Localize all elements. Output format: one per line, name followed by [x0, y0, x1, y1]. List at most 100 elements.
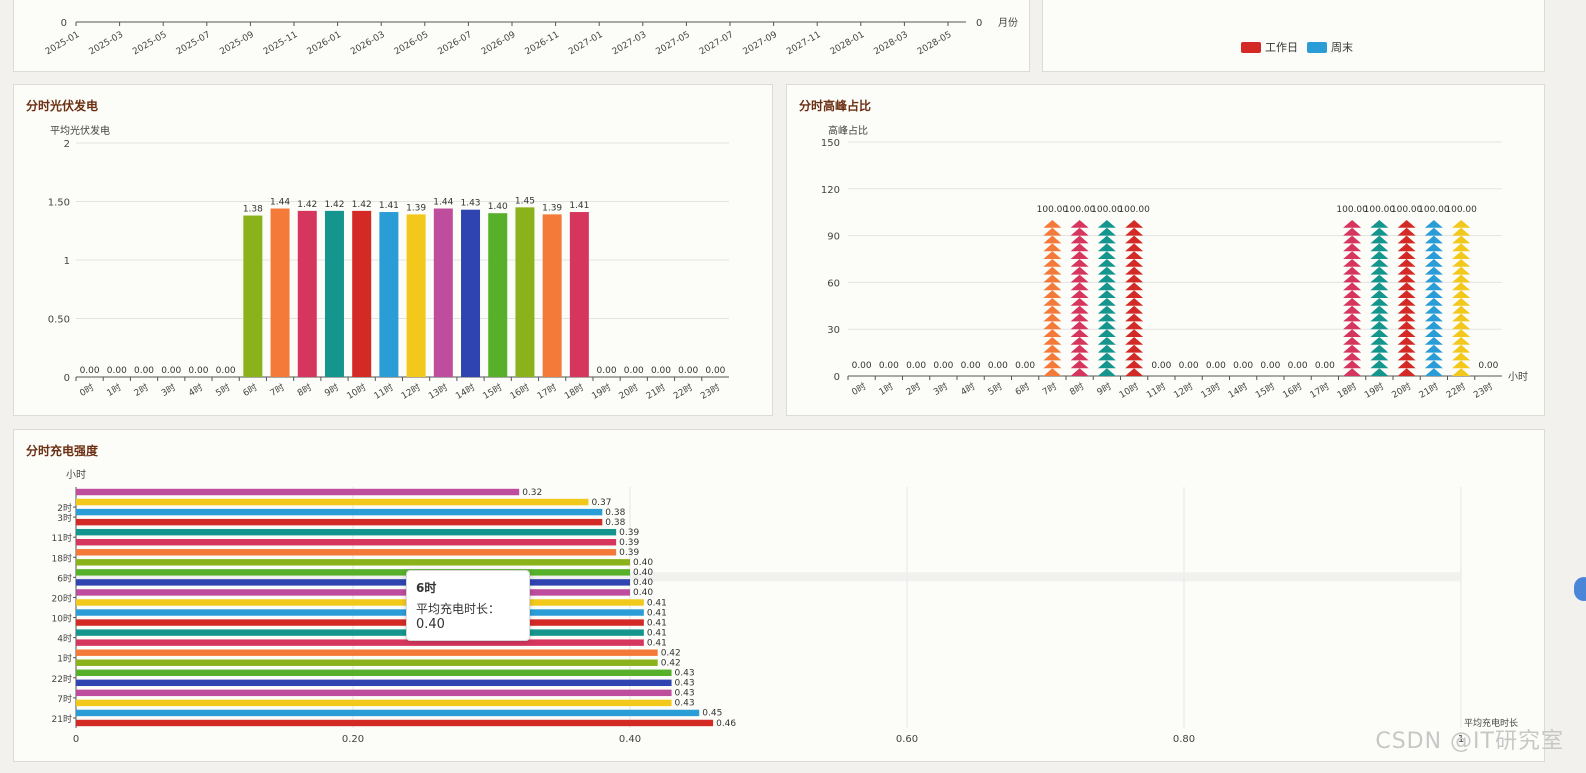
x-tick-label: 2027-09 — [742, 30, 780, 58]
pv-bar-value: 0.00 — [624, 366, 644, 376]
x-tick-label: 1 — [1458, 734, 1464, 745]
x-tick-label: 2025-01 — [44, 30, 82, 57]
peak-bar-value: 100.00 — [1064, 205, 1096, 215]
peak-bar-value: 0.00 — [1206, 361, 1226, 371]
peak-triangle — [1070, 274, 1089, 283]
peak-triangle — [1097, 360, 1116, 369]
peak-triangle — [1043, 352, 1062, 361]
peak-triangle — [1370, 352, 1389, 361]
y-tick-label: 90 — [827, 232, 840, 243]
peak-triangle — [1452, 220, 1471, 228]
x-tick-label: 19时 — [1362, 380, 1386, 401]
peak-triangle — [1343, 259, 1362, 267]
charge-bar — [76, 609, 644, 616]
peak-triangle — [1370, 305, 1389, 314]
peak-triangle — [1043, 243, 1062, 252]
peak-bar-value: 0.00 — [1151, 361, 1171, 371]
peak-triangle — [1125, 220, 1144, 228]
side-float-button[interactable] — [1574, 577, 1586, 601]
y-tick-label: 1时 — [57, 653, 72, 665]
hover-highlight — [76, 572, 1461, 582]
peak-triangle — [1343, 313, 1362, 322]
y-tick-label-right: 0 — [976, 18, 982, 29]
pv-bar-value: 0.00 — [80, 366, 100, 376]
peak-bar-value: 100.00 — [1091, 205, 1123, 215]
pv-bar-value: 1.41 — [569, 201, 589, 211]
peak-triangle — [1370, 274, 1389, 283]
x-tick-label: 8时 — [1067, 380, 1086, 398]
peak-triangle — [1370, 282, 1389, 291]
x-tick-label: 18时 — [562, 381, 586, 402]
charge-bar — [76, 508, 603, 516]
peak-triangle — [1424, 305, 1443, 314]
y-tick-label: 0 — [834, 372, 840, 383]
tooltip-title: 6时 — [416, 581, 437, 595]
peak-triangle — [1370, 360, 1389, 369]
charge-bar — [76, 518, 603, 526]
peak-triangle — [1097, 251, 1116, 259]
peak-triangle — [1424, 321, 1443, 330]
x-tick-label: 18时 — [1335, 380, 1359, 401]
x-tick-label: 21时 — [1417, 380, 1441, 401]
charge-bar — [76, 629, 644, 636]
pv-bar-value: 1.41 — [379, 201, 399, 211]
charge-bar — [76, 549, 617, 556]
pv-bar-value: 1.42 — [297, 200, 317, 210]
x-tick-label: 2026-01 — [306, 30, 344, 57]
x-tick-label: 16时 — [508, 381, 532, 402]
peak-triangle — [1097, 227, 1116, 236]
charge-bar-value: 0.40 — [633, 558, 653, 568]
x-tick-label: 6时 — [1013, 380, 1032, 398]
peak-triangle — [1397, 337, 1416, 345]
peak-bar-value: 0.00 — [1015, 361, 1035, 371]
peak-triangle — [1043, 305, 1062, 314]
x-tick-label: 19时 — [589, 381, 613, 402]
peak-triangle — [1424, 243, 1443, 252]
x-tick-label: 22时 — [1444, 380, 1468, 401]
legend-swatch — [1241, 42, 1261, 53]
peak-triangle — [1097, 344, 1116, 353]
chart-tooltip: 6时 平均充电时长：0.40 — [406, 570, 530, 641]
peak-triangle — [1370, 344, 1389, 353]
x-tick-label: 2027-03 — [611, 30, 649, 57]
peak-triangle — [1452, 368, 1471, 376]
charge-bar — [76, 488, 520, 496]
x-tick-label: 21时 — [644, 381, 668, 402]
charge-bar-value: 0.45 — [702, 709, 722, 719]
peak-triangle — [1125, 305, 1144, 314]
pv-bar-value: 0.00 — [216, 366, 236, 376]
charge-bar-value: 0.40 — [633, 578, 653, 588]
charge-bar-value: 0.37 — [591, 498, 611, 508]
charge-bar-value: 0.41 — [647, 608, 667, 618]
peak-bar-value: 100.00 — [1391, 205, 1423, 215]
peak-triangle — [1452, 227, 1471, 236]
peak-triangle — [1097, 274, 1116, 283]
x-tick-label: 16时 — [1280, 380, 1304, 401]
peak-triangle — [1424, 282, 1443, 291]
charge-bar-value: 0.39 — [619, 538, 639, 548]
peak-triangle — [1452, 352, 1471, 361]
peak-triangle — [1097, 266, 1116, 275]
pv-bar-value: 0.00 — [161, 366, 181, 376]
x-tick-label: 17时 — [1308, 380, 1332, 401]
peak-panel: 分时高峰占比 0 30 60 90 120 150 高峰占比 小时 0.00 0时 0.00 1时 0.… — [786, 84, 1545, 416]
pv-bar-value: 0.00 — [107, 366, 127, 376]
x-tick-label: 0.20 — [342, 734, 364, 745]
peak-triangle — [1343, 290, 1362, 298]
y-tick-label: 7时 — [57, 693, 72, 705]
peak-triangle — [1370, 298, 1389, 306]
pv-bar-value: 0.00 — [134, 366, 154, 376]
peak-bar-value: 0.00 — [906, 361, 926, 371]
pv-bar-value: 1.44 — [433, 198, 453, 208]
peak-triangle — [1397, 298, 1416, 306]
peak-triangle — [1097, 243, 1116, 252]
tooltip-label: 平均充电时长： — [416, 602, 501, 616]
x-tick-label: 14时 — [1226, 380, 1250, 401]
peak-bar-value: 100.00 — [1037, 205, 1069, 215]
charge-bar — [76, 649, 658, 656]
x-tick-label: 15时 — [1253, 380, 1277, 401]
y-tick-label: 1.50 — [48, 198, 70, 209]
peak-triangle — [1043, 321, 1062, 330]
charge-bar — [76, 719, 714, 727]
